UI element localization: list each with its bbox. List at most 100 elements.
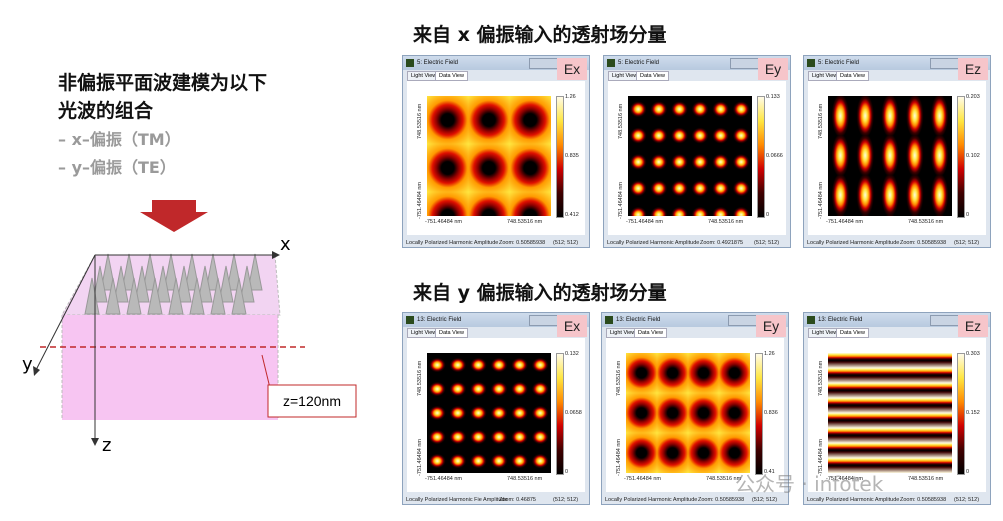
axis-label: y	[22, 354, 33, 375]
y-axis-label: 748.53516 nm	[618, 103, 624, 139]
window-icon	[607, 59, 615, 67]
colorbar-tick: 0	[766, 212, 770, 218]
heading-line: 光波的组合	[58, 100, 154, 122]
window-buttons[interactable]	[728, 315, 758, 326]
status-text: (512; 512)	[754, 240, 780, 246]
field-map	[628, 96, 752, 216]
window-buttons[interactable]	[930, 58, 960, 69]
x-axis-label: -751.46484 nm	[624, 476, 661, 482]
status-text: Zoom: 0.50585938	[900, 240, 947, 246]
window-buttons[interactable]	[529, 58, 559, 69]
field-map	[626, 353, 750, 473]
plot-area: 0.203 0.102 0 748.53516 nm -751.46484 nm -751…	[808, 81, 986, 235]
colorbar-tick: 0.132	[565, 351, 579, 357]
colorbar-tick: 0.0666	[766, 153, 783, 159]
status-text: Zoom: 0.46875	[499, 497, 536, 503]
x-axis-label: 748.53516 nm	[706, 476, 742, 482]
status-text: (512; 512)	[553, 497, 579, 503]
view-tab[interactable]: Data View	[836, 328, 869, 338]
cone	[184, 253, 200, 291]
colorbar-tick: 0.41	[764, 469, 775, 475]
color-bar	[757, 96, 765, 218]
component-label: Ez	[958, 315, 988, 337]
colorbar-tick: 1.26	[565, 94, 576, 100]
plot-area: 1.26 0.836 0.41 748.53516 nm -751.46484 nm -7…	[606, 338, 784, 492]
x-axis-label: 748.53516 nm	[507, 219, 543, 225]
y-axis-label: 748.53516 nm	[417, 360, 423, 396]
color-bar	[556, 96, 564, 218]
colorbar-tick: 0	[565, 469, 569, 475]
plot-area: 0.132 0.0658 0 748.53516 nm -751.46484 nm -75…	[407, 338, 585, 492]
cone	[147, 277, 163, 315]
view-tab[interactable]: Data View	[435, 328, 468, 338]
bullet: – x–偏振（TM）	[58, 130, 181, 149]
cone	[226, 253, 242, 291]
view-tab[interactable]: Data View	[634, 328, 667, 338]
colorbar-tick: 0.836	[764, 410, 778, 416]
window-buttons[interactable]	[930, 315, 960, 326]
status-text: (512; 512)	[553, 240, 579, 246]
window-buttons[interactable]	[529, 315, 559, 326]
cone	[247, 253, 263, 291]
status-text: Locally Polarized Harmonic Amplitude	[406, 240, 499, 246]
view-tab[interactable]: Data View	[435, 71, 468, 81]
x-axis-label: -751.46484 nm	[425, 219, 462, 225]
window-icon	[406, 59, 414, 67]
status-text: Zoom: 0.50585938	[698, 497, 745, 503]
view-tab[interactable]: Data View	[836, 71, 869, 81]
x-axis-label: 748.53516 nm	[908, 476, 944, 482]
color-bar	[957, 353, 965, 475]
field-window: 13: Electric Field Light View Data View 0.1…	[402, 312, 590, 505]
y-axis-label: 748.53516 nm	[818, 360, 824, 396]
cone	[239, 265, 255, 303]
color-bar	[957, 96, 965, 218]
window-icon	[605, 316, 613, 324]
cone-array	[84, 253, 263, 315]
structure-diagram	[33, 200, 357, 446]
y-axis-label: -751.46484 nm	[618, 182, 624, 219]
cone	[134, 265, 150, 303]
y-axis-label: 748.53516 nm	[818, 103, 824, 139]
substrate	[62, 315, 278, 420]
field-window: 13: Electric Field Light View Data View 0.3…	[803, 312, 991, 505]
axis-label: z	[102, 435, 112, 456]
field-window: 5: Electric Field Light View Data View 1.26…	[402, 55, 590, 248]
cone	[92, 265, 108, 303]
field-window: 13: Electric Field Light View Data View 1.2…	[601, 312, 789, 505]
status-text: Zoom: 0.4921875	[700, 240, 744, 246]
status-text: Locally Polarized Harmonic Fie Amplitude	[406, 497, 508, 503]
colorbar-tick: 0.133	[766, 94, 780, 100]
component-label: Ey	[758, 58, 788, 80]
color-bar	[755, 353, 763, 475]
x-axis-label: 748.53516 nm	[908, 219, 944, 225]
y-axis-label: -751.46484 nm	[417, 182, 423, 219]
colorbar-tick: 0.102	[966, 153, 980, 159]
colorbar-tick: 0.203	[966, 94, 980, 100]
colorbar-tick: 0.0658	[565, 410, 582, 416]
x-axis-label: -751.46484 nm	[626, 219, 663, 225]
field-map	[427, 353, 551, 473]
cone	[205, 253, 221, 291]
x-axis-label: 748.53516 nm	[507, 476, 543, 482]
window-icon	[807, 316, 815, 324]
view-tab[interactable]: Data View	[636, 71, 669, 81]
colorbar-tick: 0	[966, 469, 970, 475]
window-buttons[interactable]	[730, 58, 760, 69]
cone	[142, 253, 158, 291]
colorbar-tick: 0.412	[565, 212, 579, 218]
axis-label: x	[280, 234, 291, 255]
heading-line: 非偏振平面波建模为以下	[58, 72, 268, 94]
status-text: Locally Polarized Harmonic Amplitude	[607, 240, 700, 246]
bullet: – y–偏振（TE）	[58, 158, 176, 177]
watermark: 公众号 · infotek	[735, 472, 884, 496]
status-text: Locally Polarized Harmonic Amplitude	[807, 240, 900, 246]
x-axis-label: 748.53516 nm	[708, 219, 744, 225]
cone	[105, 277, 121, 315]
cone	[210, 277, 226, 315]
colorbar-tick: 0.835	[565, 153, 579, 159]
y-axis-label: 748.53516 nm	[417, 103, 423, 139]
y-axis	[35, 254, 96, 371]
status-text: Zoom: 0.50585938	[499, 240, 546, 246]
status-text: Locally Polarized Harmonic Amplitude	[807, 497, 900, 503]
